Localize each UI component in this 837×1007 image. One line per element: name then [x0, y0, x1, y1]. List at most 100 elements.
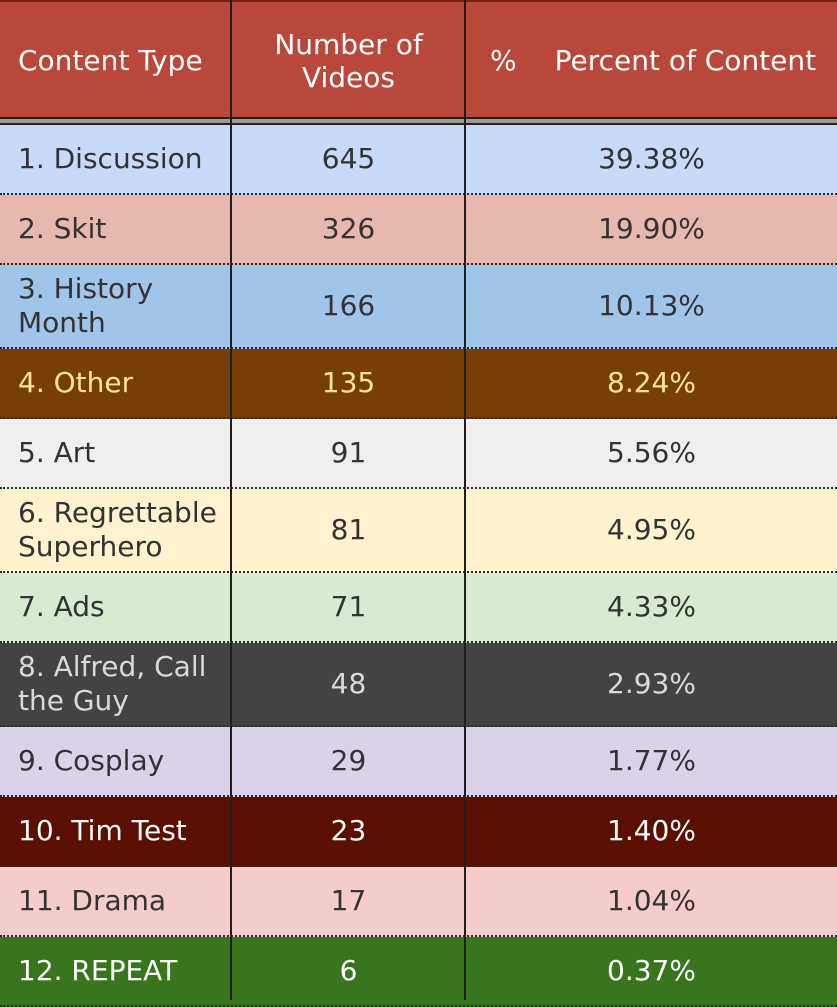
video-count-cell[interactable]: 48 — [231, 643, 466, 725]
table-row[interactable]: 8. Alfred, Call the Guy 48 2.93% — [0, 643, 837, 727]
table-row[interactable]: 10. Tim Test 23 1.40% — [0, 797, 837, 867]
content-type-cell[interactable]: 3. History Month — [0, 265, 231, 347]
content-type-label: 3. History — [18, 272, 154, 305]
header-number-of-videos-line2: Videos — [301, 60, 396, 94]
table-row[interactable]: 9. Cosplay 29 1.77% — [0, 727, 837, 797]
table-row[interactable]: 5. Art 91 5.56% — [0, 419, 837, 489]
percent-cell[interactable]: 4.95% — [466, 489, 837, 571]
video-count-cell[interactable]: 29 — [231, 727, 466, 795]
content-type-label-line2: Month — [18, 306, 106, 339]
content-type-cell[interactable]: 5. Art — [0, 419, 231, 487]
video-count-cell[interactable]: 91 — [231, 419, 466, 487]
percent-value: 2.93% — [607, 667, 696, 700]
video-count-cell[interactable]: 17 — [231, 867, 466, 935]
video-count-value: 81 — [330, 513, 367, 546]
table-row[interactable]: 6. Regrettable Superhero 81 4.95% — [0, 489, 837, 573]
video-count-cell[interactable]: 326 — [231, 195, 466, 263]
percent-cell[interactable]: 4.33% — [466, 573, 837, 641]
header-percent-of-content[interactable]: % Percent of Content — [466, 2, 837, 119]
content-type-cell[interactable]: 6. Regrettable Superhero — [0, 489, 231, 571]
video-count-value: 17 — [330, 884, 367, 917]
content-type-cell[interactable]: 11. Drama — [0, 867, 231, 935]
table-row[interactable]: 2. Skit 326 19.90% — [0, 195, 837, 265]
content-type-label-line2: Superhero — [18, 530, 163, 563]
table-row[interactable]: 4. Other 135 8.24% — [0, 349, 837, 419]
content-type-label: 10. Tim Test — [18, 814, 187, 847]
video-count-value: 71 — [330, 590, 367, 623]
video-count-value: 6 — [339, 954, 358, 987]
percent-value: 1.77% — [607, 744, 696, 777]
content-type-cell[interactable]: 12. REPEAT — [0, 937, 231, 1005]
video-count-value: 23 — [330, 814, 367, 847]
video-count-value: 326 — [321, 212, 376, 245]
content-type-cell[interactable]: 1. Discussion — [0, 125, 231, 193]
table-row[interactable]: 3. History Month 166 10.13% — [0, 265, 837, 349]
percent-cell[interactable]: 5.56% — [466, 419, 837, 487]
table-header: Content Type Number of Videos % Percent … — [0, 0, 837, 117]
percent-value: 4.33% — [607, 590, 696, 623]
percent-value: 4.95% — [607, 513, 696, 546]
video-count-cell[interactable]: 71 — [231, 573, 466, 641]
percent-cell[interactable]: 2.93% — [466, 643, 837, 725]
header-content-type[interactable]: Content Type — [0, 2, 231, 119]
percent-value: 10.13% — [598, 289, 705, 322]
table-row[interactable]: 12. REPEAT 6 0.37% — [0, 937, 837, 1007]
video-count-cell[interactable]: 81 — [231, 489, 466, 571]
percent-value: 0.37% — [607, 954, 696, 987]
column-divider — [230, 0, 232, 1000]
column-divider — [464, 0, 466, 1000]
content-type-cell[interactable]: 4. Other — [0, 349, 231, 417]
percent-value: 8.24% — [607, 366, 696, 399]
content-type-label: 7. Ads — [18, 590, 105, 623]
percent-value: 1.04% — [607, 884, 696, 917]
table-row[interactable]: 1. Discussion 645 39.38% — [0, 125, 837, 195]
content-type-cell[interactable]: 9. Cosplay — [0, 727, 231, 795]
content-type-label: 6. Regrettable — [18, 496, 217, 529]
header-divider — [0, 117, 837, 125]
content-type-cell[interactable]: 2. Skit — [0, 195, 231, 263]
percent-value: 1.40% — [607, 814, 696, 847]
content-type-cell[interactable]: 10. Tim Test — [0, 797, 231, 865]
video-count-cell[interactable]: 166 — [231, 265, 466, 347]
video-count-cell[interactable]: 135 — [231, 349, 466, 417]
percent-value: 19.90% — [598, 212, 705, 245]
content-type-label: 9. Cosplay — [18, 744, 165, 777]
percent-cell[interactable]: 10.13% — [466, 265, 837, 347]
table-row[interactable]: 11. Drama 17 1.04% — [0, 867, 837, 937]
content-type-label: 12. REPEAT — [18, 954, 178, 987]
table-row[interactable]: 7. Ads 71 4.33% — [0, 573, 837, 643]
percent-cell[interactable]: 39.38% — [466, 125, 837, 193]
content-type-label: 11. Drama — [18, 884, 167, 917]
video-count-cell[interactable]: 23 — [231, 797, 466, 865]
percent-cell[interactable]: 8.24% — [466, 349, 837, 417]
percent-cell[interactable]: 1.04% — [466, 867, 837, 935]
percent-cell[interactable]: 1.40% — [466, 797, 837, 865]
percent-cell[interactable]: 19.90% — [466, 195, 837, 263]
video-count-value: 29 — [330, 744, 367, 777]
content-type-label: 1. Discussion — [18, 142, 203, 175]
video-count-value: 135 — [321, 366, 376, 399]
video-count-value: 645 — [321, 142, 376, 175]
video-count-value: 166 — [321, 289, 376, 322]
percent-cell[interactable]: 1.77% — [466, 727, 837, 795]
percent-cell[interactable]: 0.37% — [466, 937, 837, 1005]
content-type-cell[interactable]: 7. Ads — [0, 573, 231, 641]
video-count-cell[interactable]: 6 — [231, 937, 466, 1005]
content-type-label: 8. Alfred, Call — [18, 650, 207, 683]
header-percent-of-content-label: Percent of Content — [554, 44, 817, 77]
header-content-type-label: Content Type — [18, 44, 203, 77]
header-number-of-videos[interactable]: Number of Videos — [231, 2, 466, 119]
content-type-cell[interactable]: 8. Alfred, Call the Guy — [0, 643, 231, 725]
video-count-value: 91 — [330, 436, 367, 469]
header-number-of-videos-line1: Number of — [274, 27, 423, 61]
content-type-label: 4. Other — [18, 366, 134, 399]
percent-value: 5.56% — [607, 436, 696, 469]
video-count-value: 48 — [330, 667, 367, 700]
video-count-cell[interactable]: 645 — [231, 125, 466, 193]
percent-icon: % — [490, 44, 517, 77]
content-type-label: 2. Skit — [18, 212, 107, 245]
content-type-label-line2: the Guy — [18, 684, 129, 717]
content-type-label: 5. Art — [18, 436, 96, 469]
percent-value: 39.38% — [598, 142, 705, 175]
